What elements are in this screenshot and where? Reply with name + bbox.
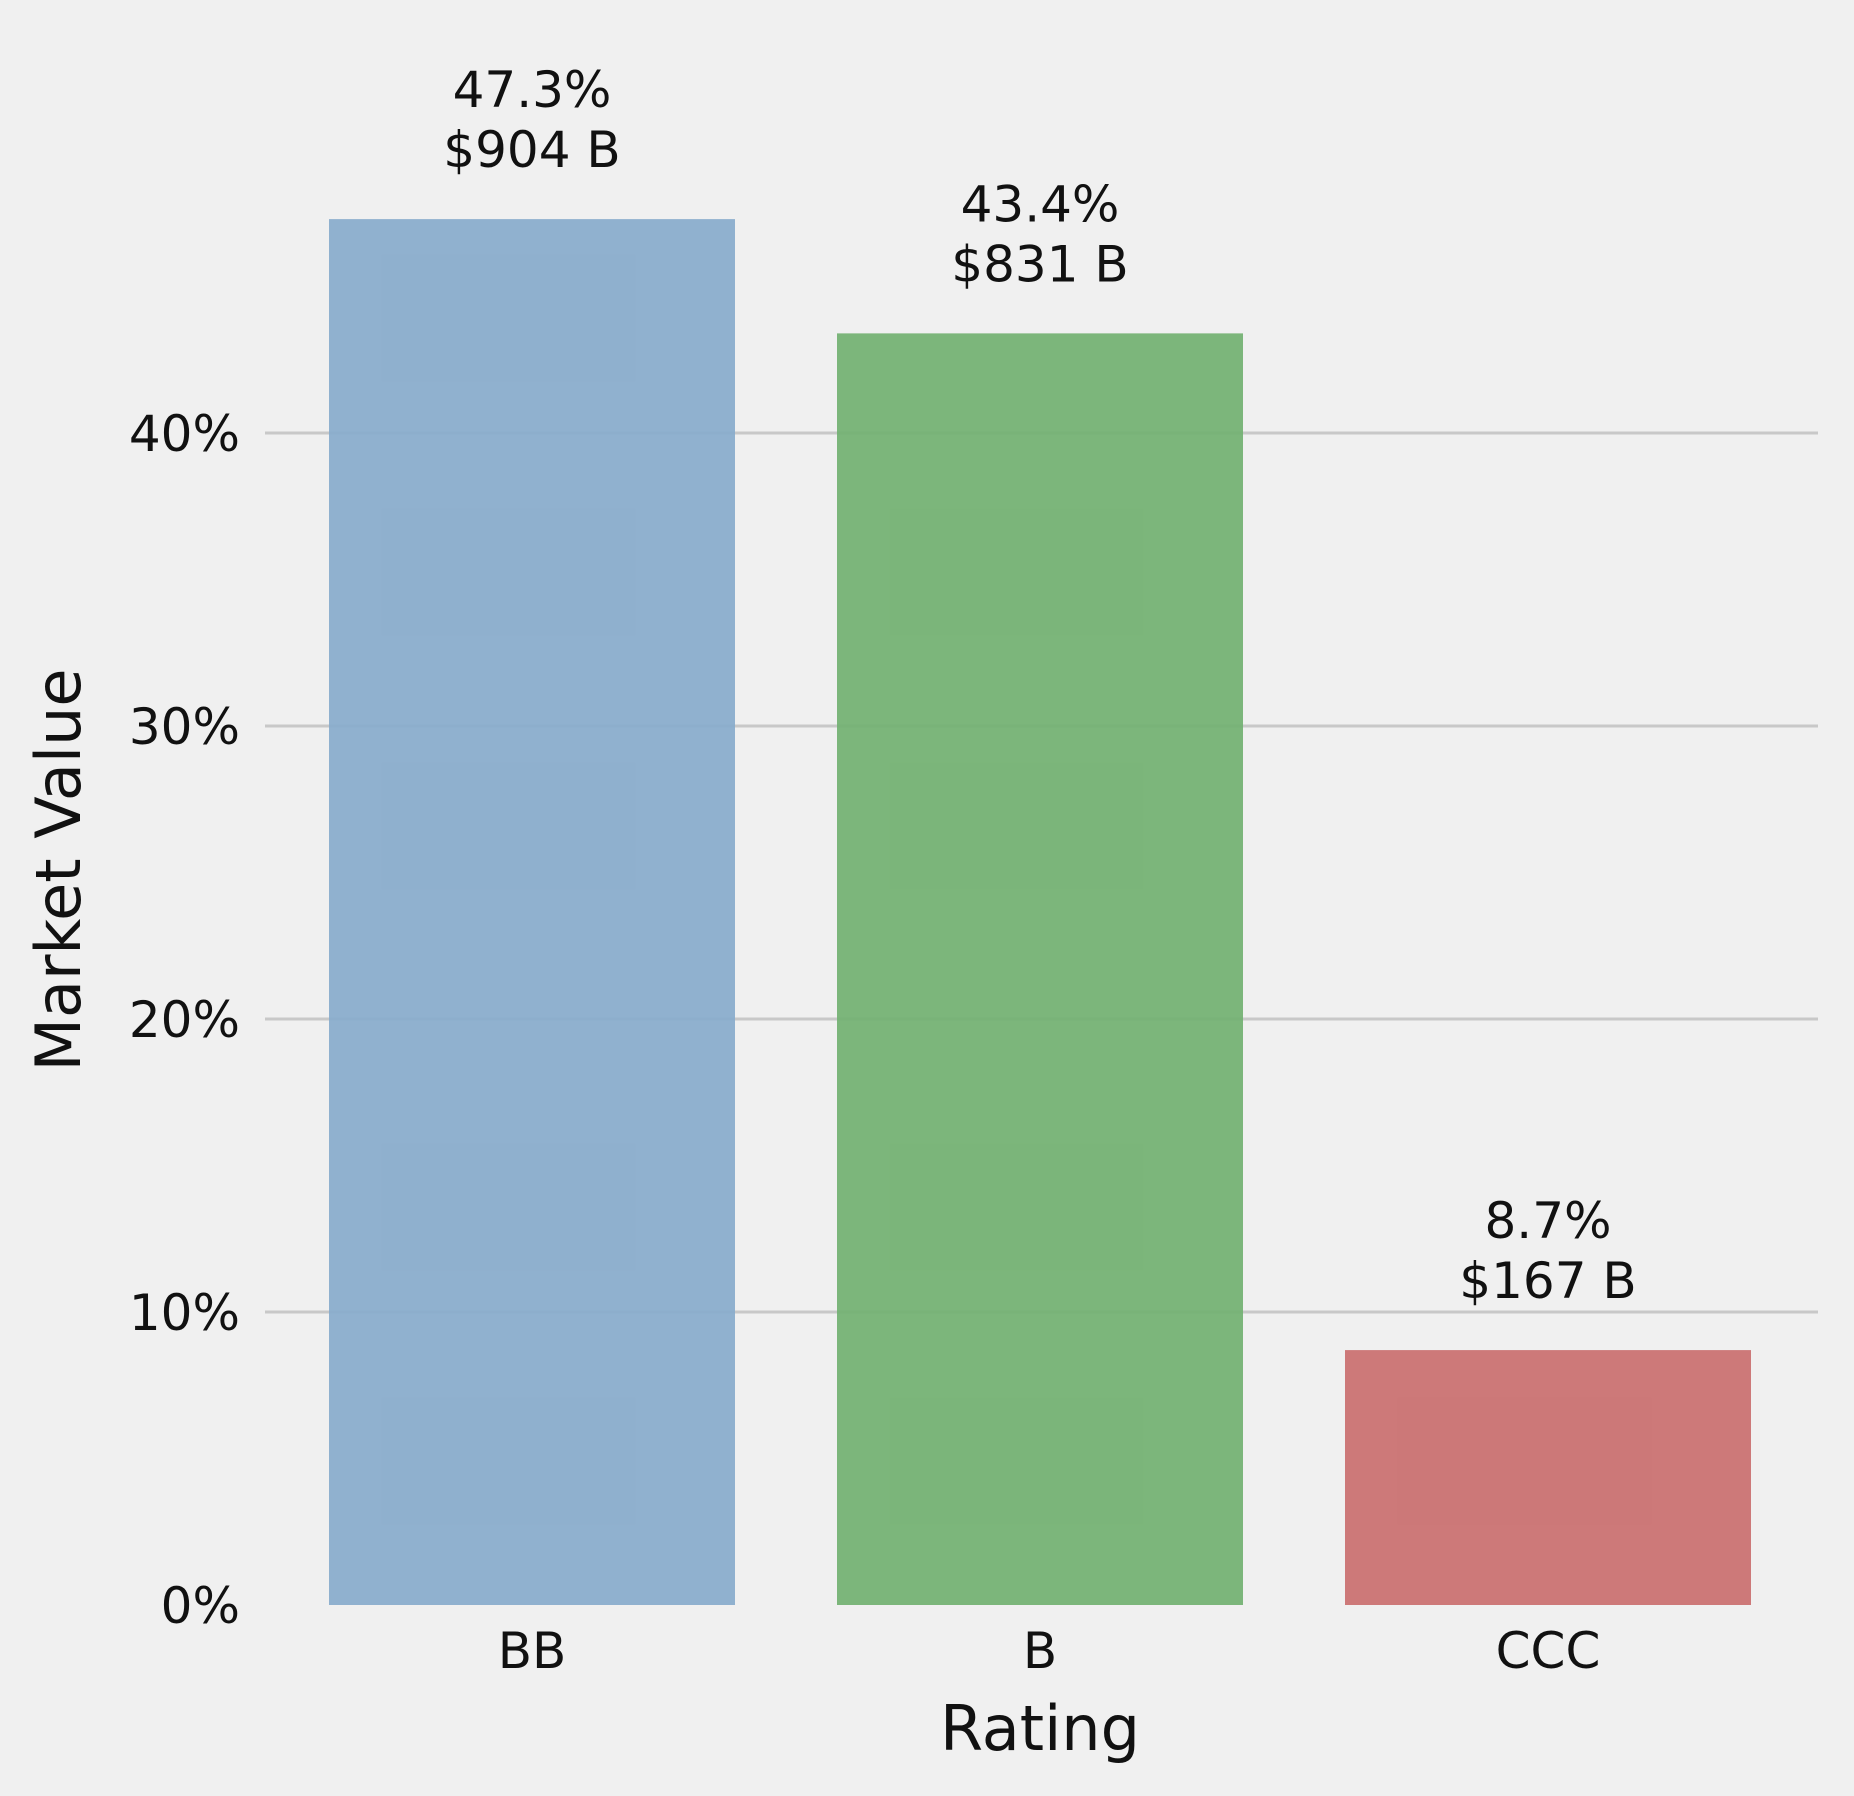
x-tick-label: B [1023,1622,1057,1680]
bar-value-percent-label: 43.4% [961,175,1120,233]
x-tick-label: BB [498,1622,567,1680]
bar-b [837,333,1243,1605]
bar-value-amount-label: $904 B [443,121,620,179]
bar-bb [329,219,735,1606]
x-tick-label: CCC [1496,1622,1601,1680]
y-axis-label: Market Value [22,668,95,1071]
bar-value-amount-label: $167 B [1459,1252,1636,1310]
y-tick-label: 0% [161,1577,240,1635]
y-tick-label: 10% [129,1284,240,1342]
y-tick-label: 30% [129,698,240,756]
bar-ccc [1345,1350,1751,1605]
y-tick-label: 20% [129,991,240,1049]
x-axis-label: Rating [940,1692,1140,1765]
bar-value-percent-label: 47.3% [453,61,612,119]
bar-value-amount-label: $831 B [951,235,1128,293]
y-tick-label: 40% [129,405,240,463]
bar-value-percent-label: 8.7% [1484,1192,1611,1250]
